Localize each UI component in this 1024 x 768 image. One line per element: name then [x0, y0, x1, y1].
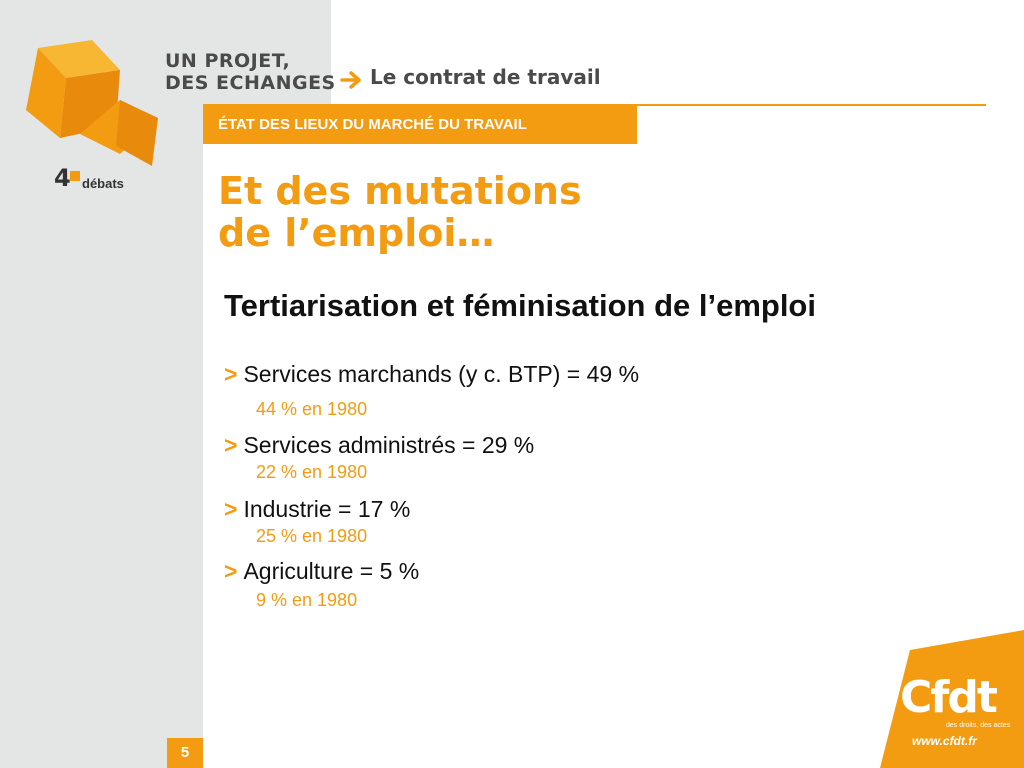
bullet-text: Industrie = 17 %: [243, 496, 411, 522]
cfdt-logo: Cfdt: [900, 672, 998, 723]
chevron-right-icon: >: [224, 558, 238, 584]
slide-subtitle: Tertiarisation et féminisation de l’empl…: [224, 288, 816, 323]
header-divider: [203, 104, 986, 106]
bullet-item: > Services marchands (y c. BTP) = 49 %: [224, 361, 639, 388]
slide-title: Et des mutations de l’emploi…: [218, 170, 582, 254]
bullet-sub-text: 25 % en 1980: [256, 526, 368, 546]
cfdt-tagline: des droits, des actes: [946, 722, 1011, 729]
arrow-right-icon: [340, 71, 361, 89]
bullet-item: > Agriculture = 5 %: [224, 558, 419, 585]
logo-text: débats: [82, 176, 124, 191]
brand-line-1: UN PROJET,: [165, 50, 291, 72]
logo-number: 4: [54, 164, 71, 192]
slide-title-line-1: Et des mutations: [218, 169, 582, 213]
chevron-right-icon: >: [224, 432, 238, 458]
section-banner: ÉTAT DES LIEUX DU MARCHÉ DU TRAVAIL: [203, 106, 637, 144]
bullet-text: Services marchands (y c. BTP) = 49 %: [243, 361, 640, 387]
cfdt-corner-shape: [880, 630, 1024, 768]
cube-logo-icon: 4 débats: [26, 40, 158, 192]
page-number: 5: [167, 738, 203, 768]
top-grey-band: [203, 0, 331, 104]
bullet-item: > Industrie = 17 %: [224, 496, 410, 523]
chevron-right-icon: >: [224, 361, 238, 387]
brand-line-2: DES ECHANGES: [165, 72, 336, 94]
bullet-sub-text: 22 % en 1980: [256, 462, 368, 482]
slide-title-line-2: de l’emploi…: [218, 211, 495, 255]
chevron-right-icon: >: [224, 496, 238, 522]
contract-title: Le contrat de travail: [370, 65, 601, 89]
bullet-sub-text: 44 % en 1980: [256, 399, 368, 419]
bullet-sub-text: 9 % en 1980: [256, 590, 358, 610]
bullet-text: Agriculture = 5 %: [243, 558, 420, 584]
bullet-text: Services administrés = 29 %: [243, 432, 535, 458]
bullet-item: > Services administrés = 29 %: [224, 432, 534, 459]
cfdt-url-link[interactable]: www.cfdt.fr: [912, 734, 977, 748]
